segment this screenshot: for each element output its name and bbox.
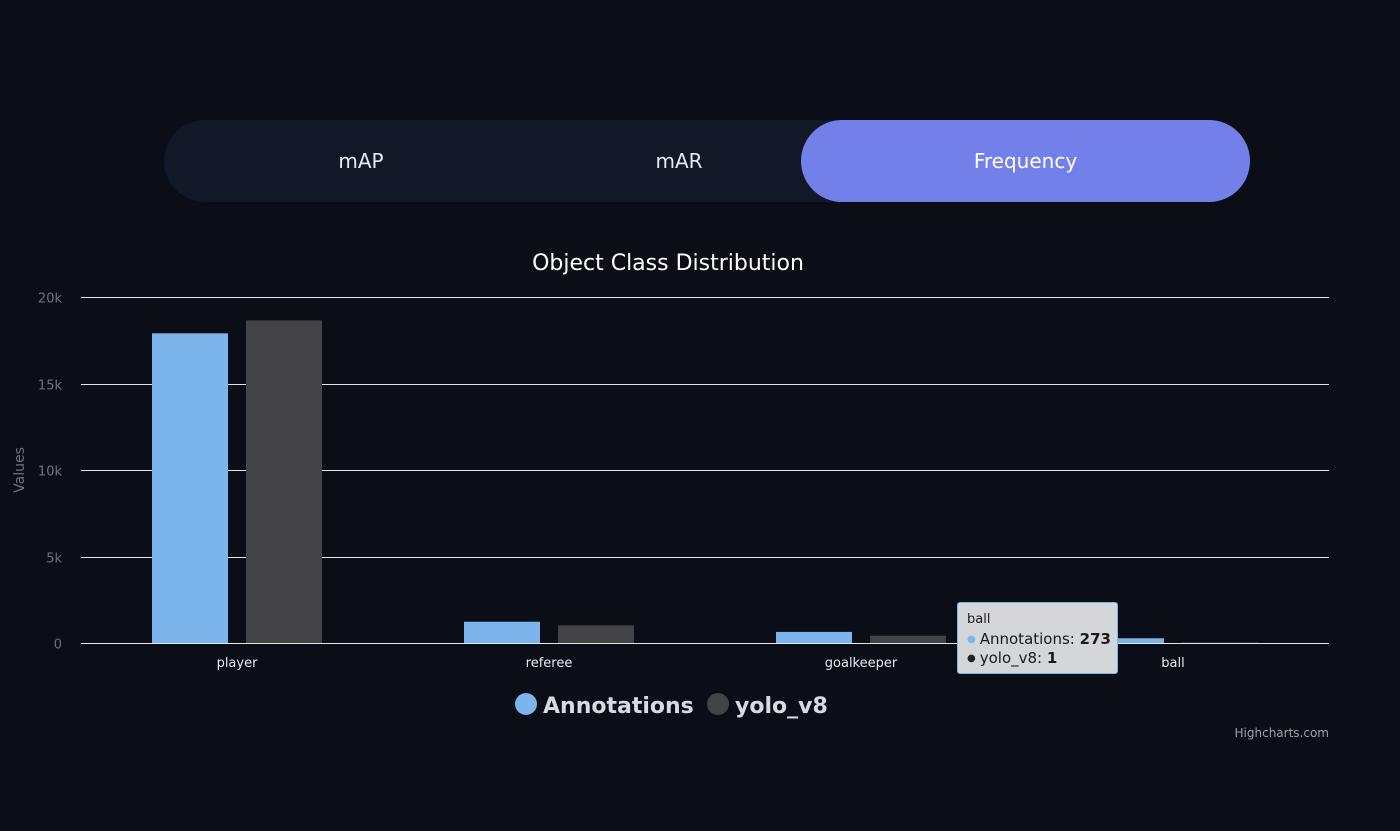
tab-frequency[interactable]: Frequency [801, 120, 1250, 202]
legend-label: Annotations [543, 694, 694, 719]
legend-symbol [515, 693, 537, 715]
x-tick-label: referee [526, 656, 573, 671]
x-tick-label: goalkeeper [825, 656, 898, 671]
tab-map[interactable]: mAP [338, 149, 384, 173]
bar-yolo_v8-goalkeeper[interactable] [870, 635, 946, 643]
bar-yolo_v8-ball[interactable] [1182, 642, 1258, 644]
legend-item-yolo_v8[interactable]: yolo_v8 [707, 693, 828, 719]
tooltip-row-yolo: ● yolo_v8: 1 [967, 649, 1108, 668]
tooltip-row-label: yolo_v8: [979, 649, 1047, 667]
legend-item-annotations[interactable]: Annotations [515, 693, 694, 719]
metric-tab-switcher: mAP mAR Frequency [164, 120, 1250, 202]
y-tick-label: 5k [46, 552, 62, 567]
tooltip-row-label: Annotations: [979, 630, 1080, 648]
x-tick-label: ball [1161, 656, 1184, 671]
bar-annotations-referee[interactable] [464, 621, 540, 643]
y-axis-title: Values [12, 447, 28, 493]
tooltip-series-dot: ● [967, 634, 976, 645]
tooltip-series-dot: ● [967, 653, 976, 664]
y-tick-label: 0 [54, 638, 62, 653]
y-tick-label: 10k [38, 465, 63, 480]
chart-tooltip: ball ● Annotations: 273 ● yolo_v8: 1 [957, 602, 1118, 674]
credits-link[interactable]: Highcharts.com [1234, 726, 1329, 740]
chart-title: Object Class Distribution [532, 251, 804, 276]
bar-annotations-ball[interactable] [1088, 638, 1164, 643]
legend-symbol [707, 693, 729, 715]
tooltip-title: ball [967, 612, 991, 627]
tooltip-row-value: 1 [1046, 649, 1058, 667]
x-tick-label: player [217, 656, 259, 671]
tooltip-row-annotations: ● Annotations: 273 [967, 630, 1111, 649]
tooltip-row-value: 273 [1079, 630, 1111, 648]
y-tick-label: 15k [38, 379, 63, 394]
bar-yolo_v8-player[interactable] [246, 320, 322, 643]
legend-label: yolo_v8 [735, 694, 828, 719]
bar-yolo_v8-referee[interactable] [558, 625, 634, 643]
bar-annotations-goalkeeper[interactable] [776, 631, 852, 643]
tab-mar[interactable]: mAR [655, 149, 703, 173]
y-tick-label: 20k [38, 292, 63, 307]
bar-annotations-player[interactable] [152, 333, 228, 643]
